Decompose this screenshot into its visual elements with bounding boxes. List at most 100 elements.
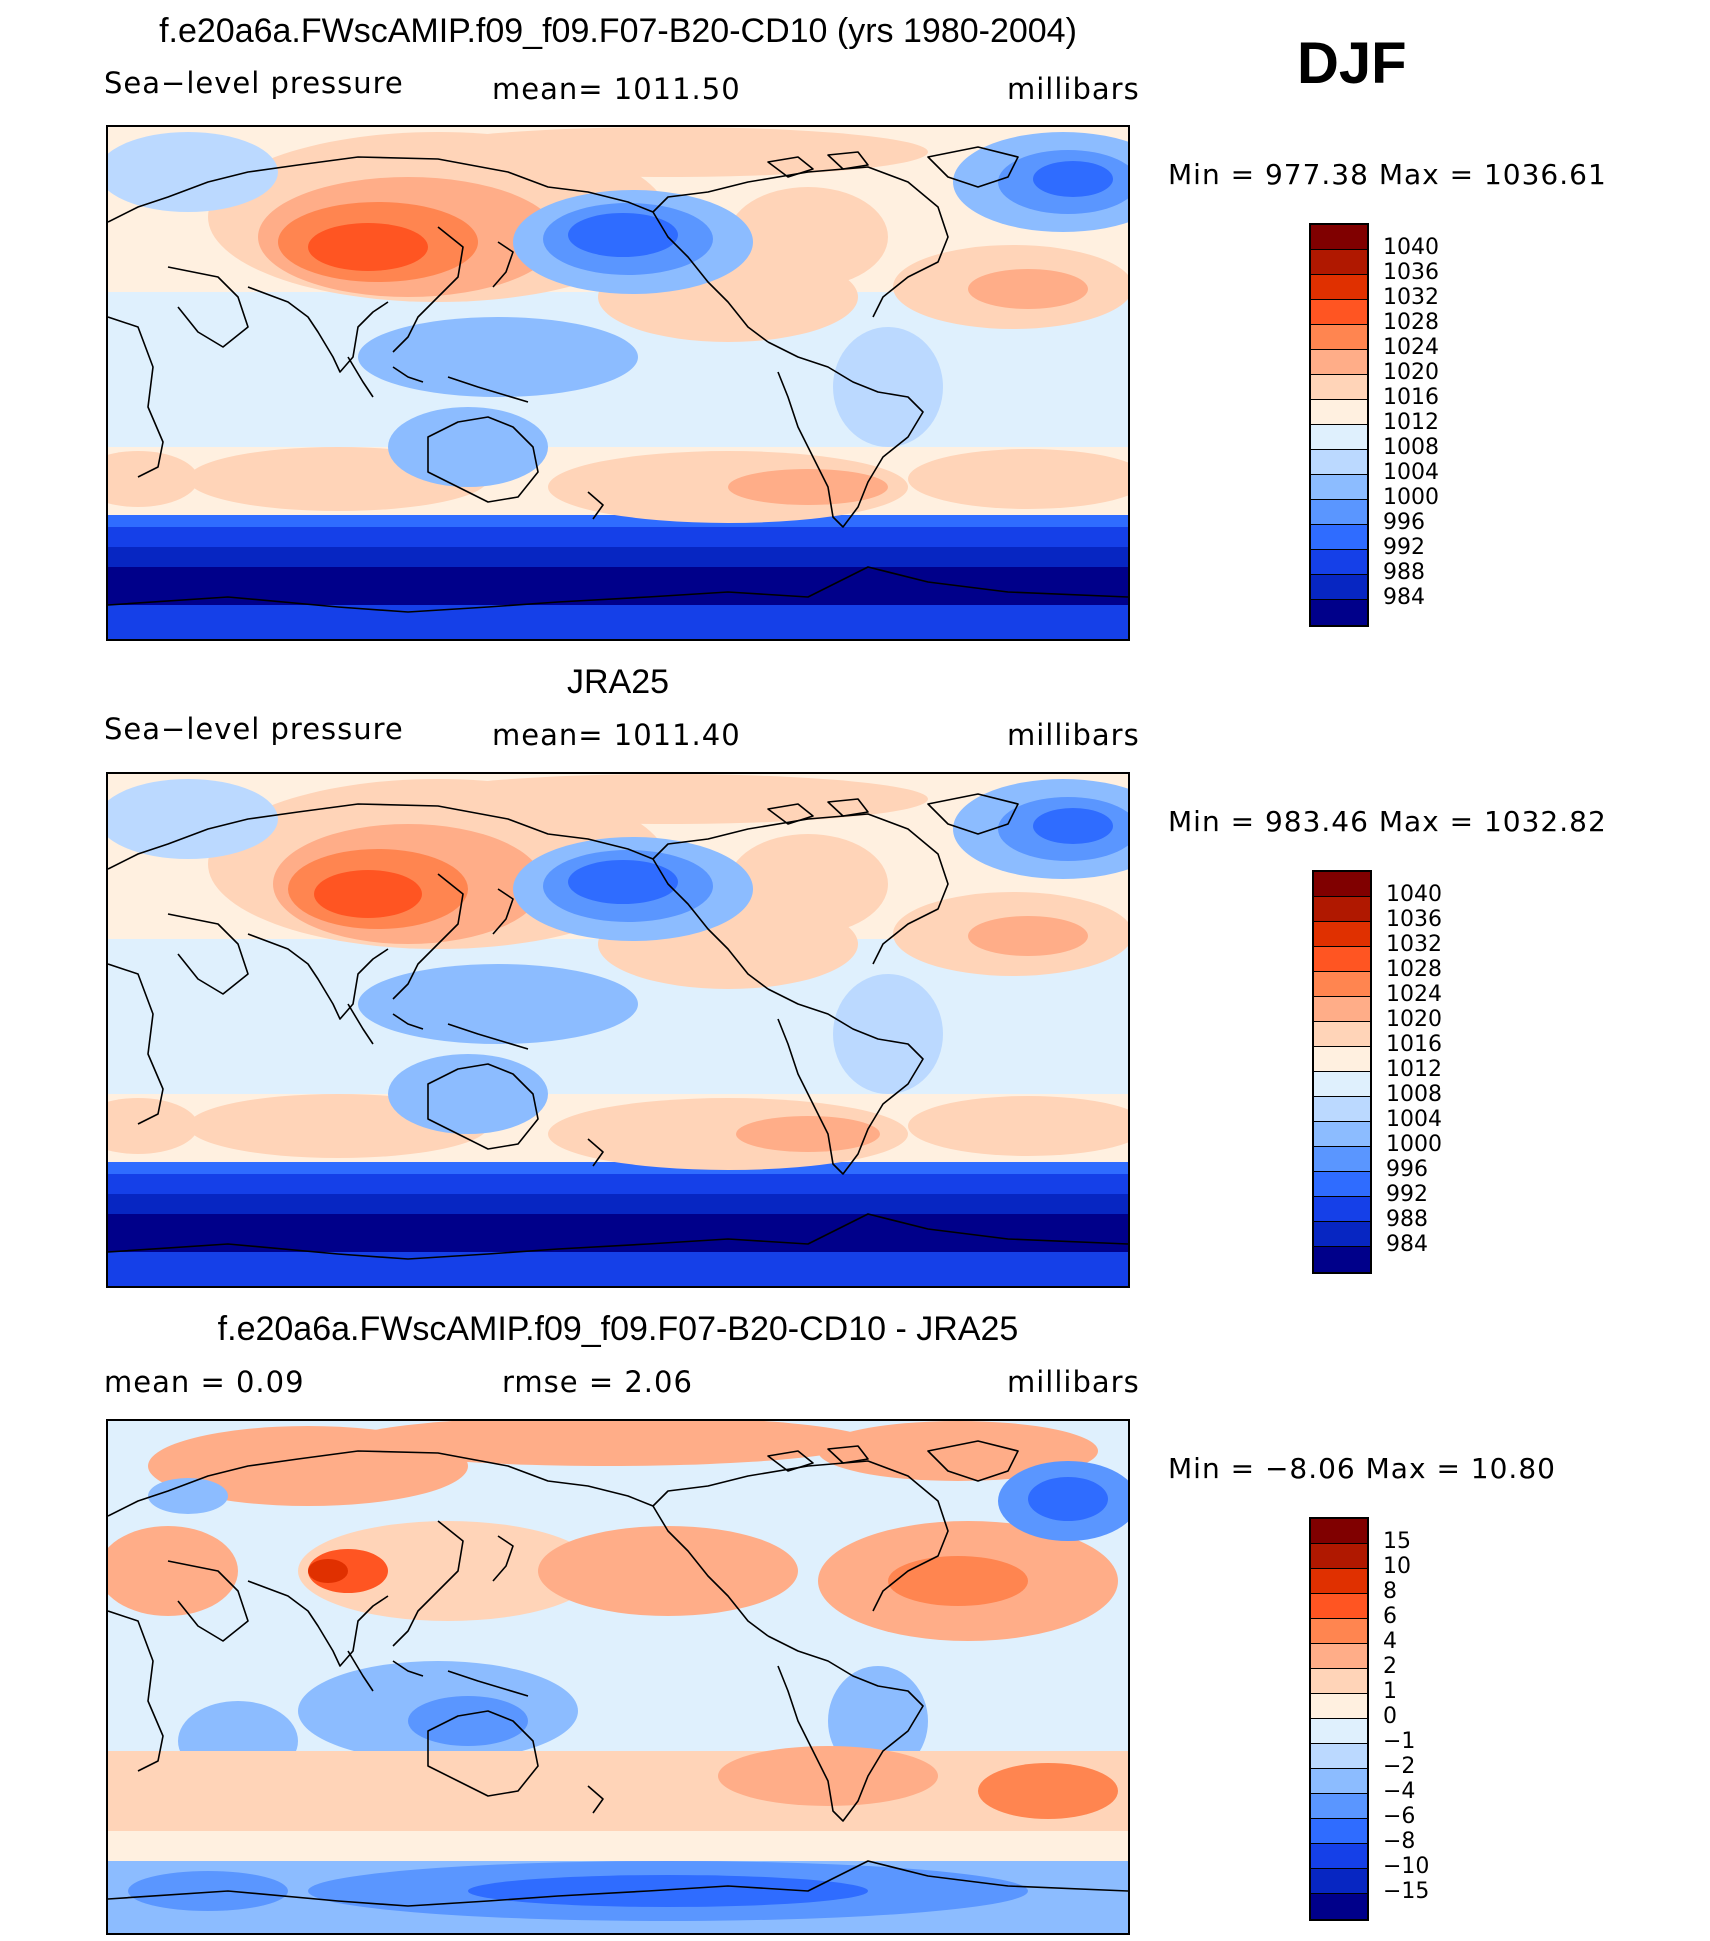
panel1-map-svg [108, 127, 1128, 639]
panel1-variable: Sea−level pressure [104, 66, 404, 100]
panel1-coastlines [108, 146, 1128, 613]
contour-region [728, 469, 888, 505]
contour-region [408, 774, 928, 824]
contour-region [538, 1526, 798, 1616]
contour-region [108, 605, 1128, 639]
contour-region [1033, 161, 1113, 197]
coastline [652, 813, 949, 965]
colorbar-label: 1036 [1383, 260, 1439, 285]
colorbar-swatch [1311, 500, 1367, 525]
colorbar-label: 1016 [1386, 1032, 1442, 1057]
coastline [427, 416, 539, 503]
colorbar-swatch [1311, 550, 1367, 575]
panel2-map [106, 772, 1130, 1288]
colorbar-label: 992 [1383, 535, 1425, 560]
panel3-minmax: Min = −8.06 Max = 10.80 [1168, 1452, 1556, 1485]
colorbar-label: −4 [1383, 1779, 1416, 1804]
coastline [652, 211, 769, 343]
coastline [167, 1560, 249, 1642]
panel3-map [106, 1419, 1130, 1935]
colorbar-swatch [1311, 1544, 1367, 1569]
contour-region [1028, 1477, 1108, 1521]
panel3-units: millibars [1007, 1365, 1140, 1399]
colorbar-label: 1024 [1383, 335, 1439, 360]
colorbar-swatch [1311, 1519, 1367, 1544]
colorbar-label: 1020 [1383, 360, 1439, 385]
contour-region [108, 1831, 1128, 1861]
panel2-colorbar [1312, 870, 1372, 1274]
panel1-pressure-field [108, 127, 1128, 639]
colorbar-label: −2 [1383, 1754, 1416, 1779]
panel2-variable: Sea−level pressure [104, 712, 404, 746]
panel3-coastlines [108, 1440, 1128, 1907]
colorbar-swatch [1311, 450, 1367, 475]
contour-region [718, 1746, 938, 1806]
colorbar-label: 1024 [1386, 982, 1442, 1007]
coastline [827, 798, 869, 817]
contour-region [358, 317, 638, 397]
colorbar-swatch [1311, 350, 1367, 375]
contour-region [468, 1875, 868, 1907]
coastline [587, 1785, 604, 1814]
contour-region [968, 269, 1088, 309]
panel1-title: f.e20a6a.FWscAMIP.f09_f09.F07-B20-CD10 (… [159, 12, 1077, 50]
colorbar-swatch [1314, 1172, 1370, 1197]
contour-region [298, 1521, 598, 1621]
coastline [827, 1445, 869, 1464]
coastline [427, 1710, 539, 1797]
panel2-mean: mean= 1011.40 [492, 718, 741, 752]
panel2-title: JRA25 [566, 663, 670, 701]
colorbar-label: 988 [1386, 1207, 1428, 1232]
colorbar-label: −8 [1383, 1829, 1416, 1854]
contour-region [888, 1556, 1028, 1606]
colorbar-label: −10 [1383, 1854, 1430, 1879]
colorbar-label: 1028 [1386, 957, 1442, 982]
coastline [108, 963, 164, 1125]
colorbar-swatch [1311, 300, 1367, 325]
colorbar-label: 4 [1383, 1629, 1397, 1654]
colorbar-swatch [1311, 1719, 1367, 1744]
contour-region [568, 213, 678, 257]
colorbar-swatch [1311, 1694, 1367, 1719]
coastline [767, 803, 814, 825]
contour-region [568, 860, 678, 904]
colorbar-swatch [1311, 1769, 1367, 1794]
panel2-map-svg [108, 774, 1128, 1286]
colorbar-swatch [1311, 325, 1367, 350]
colorbar-swatch [1314, 947, 1370, 972]
contour-region [108, 1526, 238, 1616]
coastline [447, 1023, 529, 1050]
contour-region [908, 449, 1128, 509]
contour-region [968, 916, 1088, 956]
coastline [652, 858, 769, 990]
coastline [927, 793, 1019, 835]
colorbar-label: 1000 [1383, 485, 1439, 510]
coastline [347, 356, 374, 398]
colorbar-swatch [1314, 897, 1370, 922]
coastline [108, 803, 654, 870]
coastline [767, 1635, 924, 1822]
colorbar-label: 1028 [1383, 310, 1439, 335]
colorbar-swatch [1314, 1097, 1370, 1122]
contour-region [833, 974, 943, 1094]
colorbar-swatch [1311, 400, 1367, 425]
coastline [652, 1460, 949, 1612]
colorbar-label: −15 [1383, 1879, 1430, 1904]
coastline [587, 1138, 604, 1167]
coastline [492, 1535, 514, 1582]
colorbar-swatch [1311, 600, 1367, 625]
panel3-colorbar [1309, 1517, 1369, 1921]
colorbar-label: 8 [1383, 1579, 1397, 1604]
colorbar-swatch [1314, 1122, 1370, 1147]
colorbar-label: 1016 [1383, 385, 1439, 410]
contour-region [308, 223, 428, 271]
coastline [392, 366, 424, 383]
colorbar-swatch [1311, 275, 1367, 300]
panel2-coastlines [108, 793, 1128, 1260]
coastline [108, 1213, 1128, 1260]
panel3-map-svg [108, 1421, 1128, 1933]
coastline [247, 1580, 389, 1667]
coastline [927, 1440, 1019, 1482]
panel1-map [106, 125, 1130, 641]
coastline [108, 156, 654, 223]
